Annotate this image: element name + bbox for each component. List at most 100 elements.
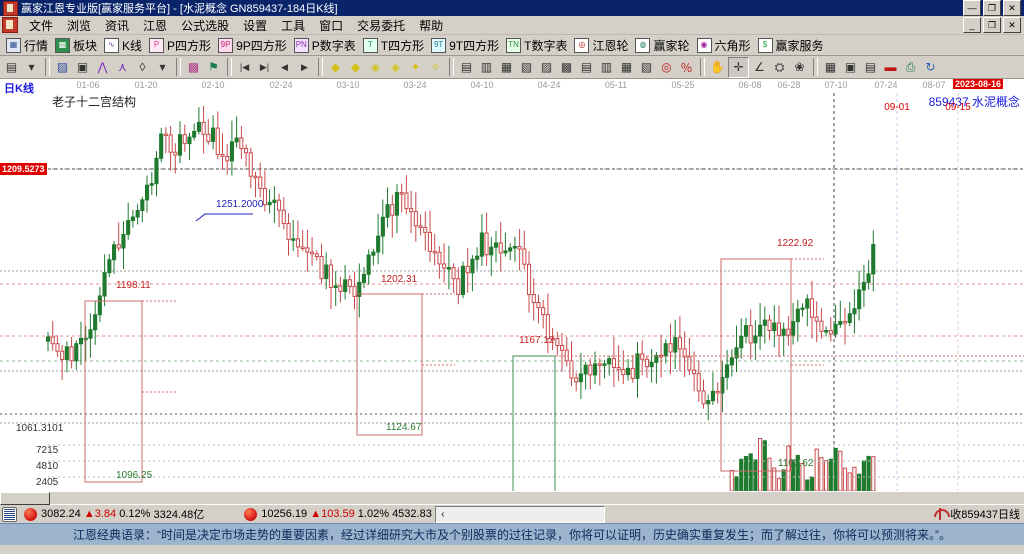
tool-11-icon[interactable]: ◎: [661, 60, 672, 74]
tool-9-icon[interactable]: ▦: [620, 60, 633, 74]
date-tick-6: 04-10: [470, 80, 494, 90]
gann-box-icon[interactable]: ▩: [187, 60, 200, 74]
diamond-5-icon[interactable]: ✦: [410, 60, 421, 74]
close-button[interactable]: ✕: [1003, 0, 1021, 16]
index-1[interactable]: 3082.24 ▲ 3.84 0.12% 3324.48亿: [21, 507, 207, 522]
menu-item-settings[interactable]: 设置: [243, 18, 268, 33]
diamond-2-icon[interactable]: ◆: [350, 60, 361, 74]
dropdown-arrow-icon[interactable]: ▾: [28, 60, 35, 74]
module-label-11: 六角形: [714, 38, 751, 53]
module-label-2: K线: [122, 38, 143, 53]
module-button-8[interactable]: TN T数字表: [503, 36, 570, 55]
tool-12-icon[interactable]: ％: [680, 60, 693, 75]
indicator-a-icon[interactable]: ⋀: [97, 60, 108, 74]
tool-8-icon[interactable]: ▥: [600, 60, 613, 74]
hand-pan-icon[interactable]: ✋: [710, 60, 725, 74]
menu-item-window[interactable]: 窗口: [319, 18, 344, 33]
price-plot[interactable]: 1251.2000 1198.11 1096.25 1202.31 1124.67 116…: [0, 93, 1024, 491]
index-2[interactable]: 10256.19 ▲ 103.59 1.02% 4532.83: [241, 507, 435, 522]
menu-item-tools[interactable]: 工具: [281, 18, 306, 33]
low-price-axis-label: 1061.3101: [16, 423, 64, 434]
fan-icon[interactable]: ⛭: [774, 59, 785, 74]
calculator-icon[interactable]: ▣: [844, 60, 857, 74]
market-grid-icon[interactable]: [2, 506, 17, 522]
date-tick-10: 06-08: [738, 80, 762, 90]
mdi-restore-button[interactable]: ❐: [983, 17, 1001, 33]
date-tick-3: 02-24: [269, 80, 293, 90]
tool-10-icon[interactable]: ▧: [640, 60, 653, 74]
first-record-icon[interactable]: |◀: [239, 61, 250, 72]
tool-2-icon[interactable]: ▥: [480, 60, 493, 74]
date-axis: 01-06 01-20 02-10 02-24 03-10 03-24 04-10 04-24…: [0, 79, 1024, 93]
minimize-button[interactable]: —: [963, 0, 981, 16]
tool-5-icon[interactable]: ▨: [540, 60, 553, 74]
crosshair-icon[interactable]: ✛: [728, 56, 749, 78]
tool-4-icon[interactable]: ▧: [520, 60, 533, 74]
tool-6-icon[interactable]: ▩: [560, 60, 573, 74]
menu-item-formula-stock-pick[interactable]: 公式选股: [181, 18, 230, 33]
module-button-7[interactable]: 9T 9T四方形: [428, 36, 502, 55]
period-label[interactable]: 日K线: [4, 83, 34, 95]
notebook-icon[interactable]: ▤: [864, 60, 877, 74]
tool-7-icon[interactable]: ▤: [580, 60, 593, 74]
module-button-5[interactable]: PN P数字表: [291, 36, 359, 55]
brain-icon[interactable]: ❀: [794, 60, 805, 74]
module-button-9[interactable]: ◎ 江恩轮: [571, 36, 631, 55]
ticker-left-arrow[interactable]: ‹: [441, 508, 445, 520]
scroll-thumb[interactable]: [0, 492, 50, 505]
chart-hscrollbar[interactable]: [0, 491, 1024, 505]
diamond-4-icon[interactable]: ◈: [390, 60, 401, 74]
dropdown-arrow-icon[interactable]: ▾: [159, 60, 166, 74]
toolbar-separator: [449, 58, 454, 76]
module-button-2[interactable]: ∿ K线: [101, 36, 145, 55]
module-toolbar: ▦ 行情 ▩ 板块 ∿ K线 P P四方形 9P 9P四方形 PN P数字表 T T四方形 9T 9T四方形 T…: [0, 35, 1024, 56]
module-label-8: T数字表: [524, 38, 568, 53]
menu-item-browse[interactable]: 浏览: [67, 18, 92, 33]
module-label-7: 9T四方形: [449, 38, 500, 53]
app-icon: [3, 0, 18, 16]
menu-item-trade[interactable]: 交易委托: [357, 18, 406, 33]
save-icon[interactable]: ▬: [884, 60, 897, 74]
menu-item-help[interactable]: 帮助: [419, 18, 444, 33]
diamond-3-icon[interactable]: ◈: [370, 60, 381, 74]
draw-angle-icon[interactable]: ∠: [754, 60, 765, 74]
title-bar: 赢家江恩专业版[赢家服务平台] - [水泥概念 GN859437-184日K线]…: [0, 0, 1024, 16]
refresh-icon[interactable]: ↻: [925, 60, 936, 74]
module-icon-12: $: [757, 37, 773, 53]
module-button-3[interactable]: P P四方形: [146, 36, 214, 55]
mdi-close-button[interactable]: ✕: [1003, 17, 1021, 33]
tool-3-icon[interactable]: ▦: [500, 60, 513, 74]
maximize-button[interactable]: ❐: [983, 0, 1001, 16]
next-record-icon[interactable]: ▶: [301, 61, 308, 72]
clipboard-icon[interactable]: ▣: [76, 60, 89, 74]
module-button-12[interactable]: $ 赢家服务: [755, 36, 827, 55]
status-ticker-scroll[interactable]: ‹: [434, 505, 605, 523]
prev-record-icon[interactable]: ◀: [281, 61, 288, 72]
menu-item-news[interactable]: 资讯: [105, 18, 130, 33]
module-button-4[interactable]: 9P 9P四方形: [215, 36, 290, 55]
mdi-app-icon[interactable]: [2, 17, 18, 33]
menu-bar: 文件 浏览 资讯 江恩 公式选股 设置 工具 窗口 交易委托 帮助 _ ❐ ✕: [0, 16, 1024, 35]
price-label-5: 1167.12: [519, 335, 555, 346]
diamond-1-icon[interactable]: ◆: [330, 60, 341, 74]
calendar2-icon[interactable]: ▦: [824, 60, 837, 74]
last-record-icon[interactable]: ▶|: [259, 61, 270, 72]
module-button-6[interactable]: T T四方形: [360, 36, 427, 55]
crosshair-grid-icon[interactable]: ▨: [56, 60, 69, 74]
diamond-6-icon[interactable]: ✧: [430, 60, 441, 74]
connection-status: 收859437日线: [933, 506, 1024, 522]
chart-canvas[interactable]: 01-06 01-20 02-10 02-24 03-10 03-24 04-10 04-24…: [0, 79, 1024, 491]
mdi-minimize-button[interactable]: _: [963, 17, 981, 33]
menu-item-file[interactable]: 文件: [29, 18, 54, 33]
thermometer-icon[interactable]: ◊: [139, 60, 146, 74]
module-button-1[interactable]: ▩ 板块: [52, 36, 100, 55]
tool-1-icon[interactable]: ▤: [460, 60, 473, 74]
menu-item-gann[interactable]: 江恩: [143, 18, 168, 33]
module-button-11[interactable]: ◉ 六角形: [694, 36, 754, 55]
module-button-0[interactable]: ▦ 行情: [3, 36, 51, 55]
print-icon[interactable]: ⎙: [905, 59, 916, 74]
flag-icon[interactable]: ⚑: [208, 60, 219, 74]
calendar-icon[interactable]: ▤: [5, 60, 18, 74]
module-button-10[interactable]: ◍ 赢家轮: [632, 36, 692, 55]
indicator-b-icon[interactable]: ⋏: [118, 60, 127, 74]
